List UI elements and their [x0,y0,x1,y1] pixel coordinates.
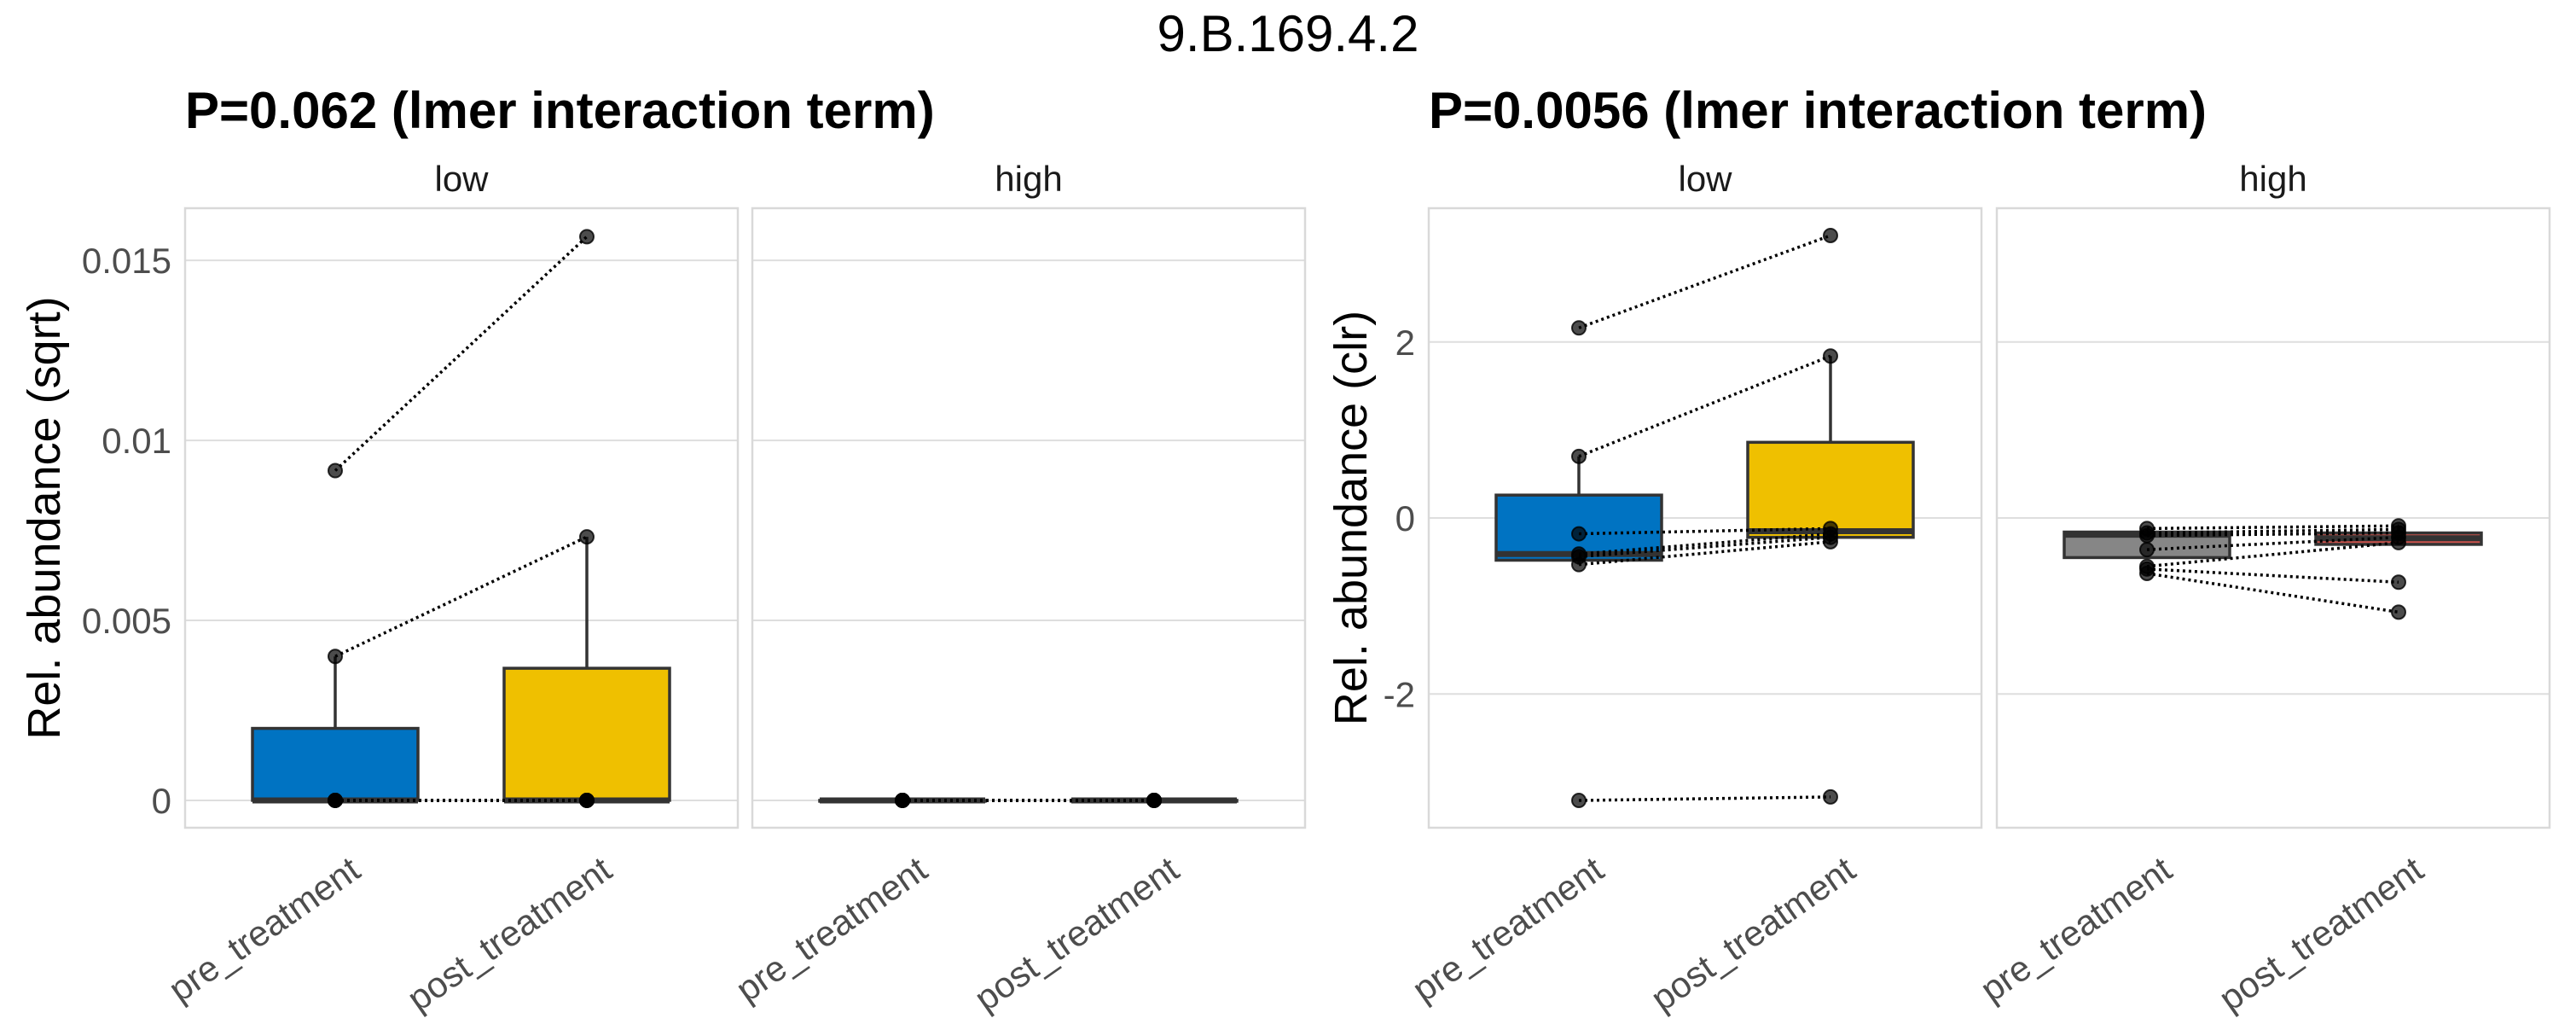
paired-line [334,236,589,472]
data-point-pre [2139,542,2155,558]
data-point-post [1823,348,1838,364]
paired-line [1578,527,1831,536]
data-point-pre [2139,565,2155,581]
data-point-post [1823,788,1838,805]
paired-line [2146,541,2399,568]
facet-strip-label: high [2239,159,2306,199]
data-point-post [2391,604,2406,620]
y-tick-label: 0.005 [82,601,171,641]
paired-line [2146,527,2399,535]
box-pre_treatment [251,726,420,802]
y-tick-label: 0 [1395,498,1415,538]
facet-panel-low: low pre_treatment post_treatment [1405,159,1983,1019]
data-point-post [579,792,595,808]
facet-strip-label: high [995,159,1062,199]
panel-border [751,207,1307,829]
paired-line [1578,532,1831,556]
x-tick-label: pre_treatment [1405,848,1610,1009]
data-point-post [1823,227,1838,243]
x-tick-label: pre_treatment [161,848,367,1009]
y-tick-label: 2 [1395,323,1415,363]
plot-title: P=0.0056 (lmer interaction term) [1429,82,2207,139]
data-point-pre [1571,526,1587,542]
y-tick-label: 0 [152,781,171,821]
facet-strip-label: low [1678,159,1732,199]
data-point-pre [895,792,910,808]
x-tick-label: pre_treatment [728,848,934,1009]
data-point-pre [1571,556,1587,573]
data-point-post [1823,533,1838,550]
paired-line [2146,524,2399,531]
x-tick-label: post_treatment [400,848,619,1018]
paired-line [2146,567,2399,585]
plot-sqrt: P=0.062 (lmer interaction term) Rel. abu… [19,82,1307,1019]
panel-border [183,207,740,829]
paired-line [334,535,588,658]
paired-line [2146,531,2399,538]
y-axis-label: Rel. abundance (clr) [1326,311,1377,725]
data-point-post [2391,534,2406,550]
data-point-pre [1571,793,1587,809]
x-tick-label: post_treatment [2212,848,2431,1018]
paired-line [1578,795,1831,802]
data-point-pre [328,792,343,808]
y-tick-label: -2 [1384,674,1415,714]
y-tick-label: 0.01 [102,421,171,461]
box-post_treatment [502,666,671,802]
plot-title: P=0.062 (lmer interaction term) [185,82,935,139]
x-tick-label: post_treatment [1644,848,1863,1018]
plot-clr: P=0.0056 (lmer interaction term) Rel. ab… [1326,82,2551,1019]
data-point-pre [1571,320,1587,336]
panel-border [1427,207,1983,829]
facet-panel-high: high pre_treatment post_treatment [1973,159,2551,1019]
x-tick-label: post_treatment [967,848,1186,1018]
facet-panel-low: low pre_treatment post_treatment [161,159,740,1019]
data-point-pre [1571,448,1587,464]
paired-line [1578,535,1831,559]
data-point-post [579,229,595,245]
data-point-post [1146,792,1162,808]
x-tick-label: pre_treatment [1973,848,2179,1009]
facet-panel-high: high pre_treatment post_treatment [728,159,1307,1019]
data-point-post [2391,574,2406,591]
data-point-pre [328,649,343,665]
figure-suptitle: 9.B.169.4.2 [1157,5,1419,62]
data-point-post [579,529,595,545]
paired-line [1578,540,1831,567]
paired-line [2146,535,2399,551]
panel-border [1995,207,2551,829]
y-axis-label: Rel. abundance (sqrt) [19,296,70,739]
data-point-pre [328,463,343,479]
paired-line [1578,234,1831,329]
facet-strip-label: low [434,159,489,199]
data-point-pre [2139,527,2155,544]
y-tick-label: 0.015 [82,241,171,281]
paired-line [2146,572,2399,614]
